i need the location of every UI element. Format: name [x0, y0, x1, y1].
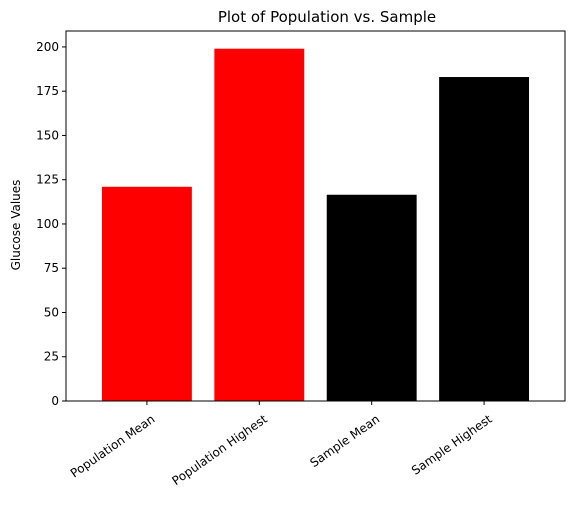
x-ticks: Population Mean Population Highest Sample …	[68, 401, 495, 488]
bars-layer	[101, 48, 530, 402]
y-tick-label: 125	[36, 173, 59, 187]
x-tick-label: Sample Mean	[307, 412, 382, 470]
y-tick-label: 150	[36, 128, 59, 142]
y-axis-label: Glucose Values	[9, 180, 23, 271]
y-ticks: 0 25 50 75 100 125 150 175 200	[36, 40, 66, 408]
plot-frame	[65, 30, 566, 402]
bar-sample-mean	[326, 194, 417, 401]
bar-population-highest	[214, 48, 305, 402]
bar-sample-highest	[439, 77, 530, 401]
y-tick-label: 50	[44, 305, 59, 319]
chart-title: Plot of Population vs. Sample	[218, 8, 436, 26]
y-tick-label: 200	[36, 40, 59, 54]
x-tick-label: Sample Highest	[409, 412, 495, 478]
x-tick-label: Population Highest	[169, 412, 270, 488]
y-tick-label: 25	[44, 350, 59, 364]
y-tick-label: 100	[36, 217, 59, 231]
y-tick-label: 175	[36, 84, 59, 98]
bar-population-mean	[101, 186, 192, 401]
y-tick-label: 0	[51, 394, 59, 408]
x-tick-label: Population Mean	[68, 412, 158, 481]
y-tick-label: 75	[44, 261, 59, 275]
